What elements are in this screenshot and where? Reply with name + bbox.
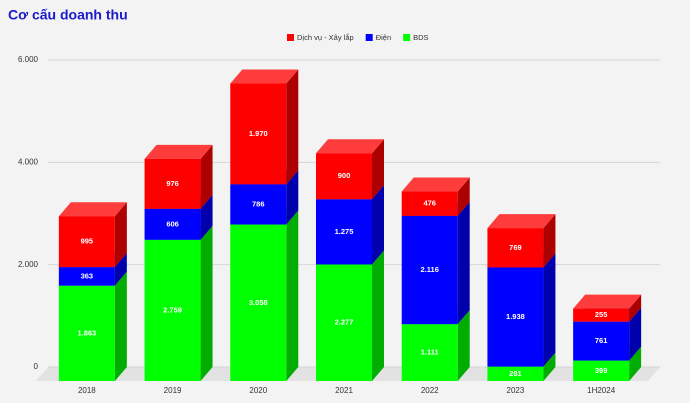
bar-top (401, 177, 470, 192)
bar (573, 360, 630, 381)
data-label: 900 (338, 171, 351, 180)
x-tick-label: 1H2024 (587, 386, 616, 395)
data-label: 976 (166, 179, 179, 188)
bar-side (629, 294, 642, 322)
bar-side (372, 185, 384, 265)
bar-side (629, 346, 642, 381)
bar-side (200, 225, 213, 381)
bar (58, 216, 115, 268)
bar-side (114, 271, 127, 381)
data-label: 1.970 (249, 129, 268, 138)
bar (230, 224, 287, 381)
x-tick-label: 2018 (78, 386, 96, 395)
data-label: 1.938 (506, 312, 525, 321)
bar-side (457, 310, 470, 381)
data-label: 476 (423, 199, 436, 208)
bar-side (629, 307, 642, 361)
bar (573, 321, 630, 361)
data-label: 3.058 (249, 298, 268, 307)
bar-top (316, 139, 384, 154)
y-tick-label: 4.000 (18, 157, 39, 166)
data-label: 2.116 (421, 265, 439, 274)
x-tick-label: 2022 (421, 386, 439, 395)
x-tick-label: 2019 (164, 386, 182, 395)
bar (487, 228, 544, 268)
bar-side (114, 253, 127, 286)
y-tick-label: 6.000 (18, 55, 39, 64)
legend-swatch (287, 34, 294, 41)
data-label: 363 (81, 271, 94, 280)
data-label: 995 (81, 237, 94, 246)
bar-side (543, 253, 556, 367)
bar-side (200, 144, 213, 209)
x-tick-label: 2020 (249, 386, 267, 395)
legend-swatch (403, 34, 411, 41)
bar (401, 191, 458, 216)
data-label: 1.111 (421, 348, 439, 357)
data-label: 761 (595, 336, 608, 345)
bar (401, 324, 458, 381)
data-label: 399 (595, 366, 608, 375)
x-tick-label: 2021 (335, 386, 353, 395)
data-label: 606 (166, 219, 179, 228)
legend-label: BDS (413, 33, 428, 42)
bar-top (573, 294, 642, 309)
bar-side (543, 352, 556, 381)
bar (58, 267, 115, 286)
data-label: 255 (595, 310, 608, 319)
legend-swatch (365, 34, 373, 41)
bar (316, 264, 372, 381)
bar-side (286, 170, 299, 225)
bar (316, 199, 372, 265)
legend-label: Dịch vụ - Xây lắp (297, 33, 354, 42)
bar (144, 208, 201, 240)
bar-side (457, 201, 470, 325)
bar (144, 158, 201, 209)
bar (230, 184, 287, 225)
bar-top (58, 202, 127, 217)
bar (487, 366, 544, 381)
bar (573, 308, 630, 322)
bar-side (200, 194, 213, 240)
x-tick-label: 2023 (507, 386, 525, 395)
bar-side (286, 210, 299, 381)
bar-side (372, 139, 384, 200)
bar (401, 215, 458, 325)
bar-side (372, 250, 384, 381)
data-label: 1.275 (335, 227, 354, 236)
legend-label: Điện (376, 33, 391, 42)
bar-side (286, 69, 299, 185)
bar-side (114, 202, 127, 268)
bar (58, 285, 115, 381)
data-label: 1.863 (77, 328, 96, 337)
bar-top (230, 69, 299, 84)
data-label: 769 (509, 243, 522, 252)
data-label: 2.277 (335, 318, 354, 327)
y-tick-label: 0 (34, 362, 39, 371)
bar-top (144, 144, 213, 159)
data-label: 786 (252, 199, 265, 208)
bar (316, 153, 372, 200)
bar (487, 267, 544, 367)
bar (230, 83, 287, 185)
data-label: 2.759 (163, 305, 182, 314)
bar (144, 239, 201, 381)
bar-side (457, 177, 470, 216)
y-tick-label: 2.000 (18, 260, 39, 269)
bar-side (543, 214, 556, 268)
data-label: 281 (509, 369, 522, 378)
chart-title: Cơ cấu doanh thu (8, 7, 128, 23)
bar-top (487, 214, 556, 229)
